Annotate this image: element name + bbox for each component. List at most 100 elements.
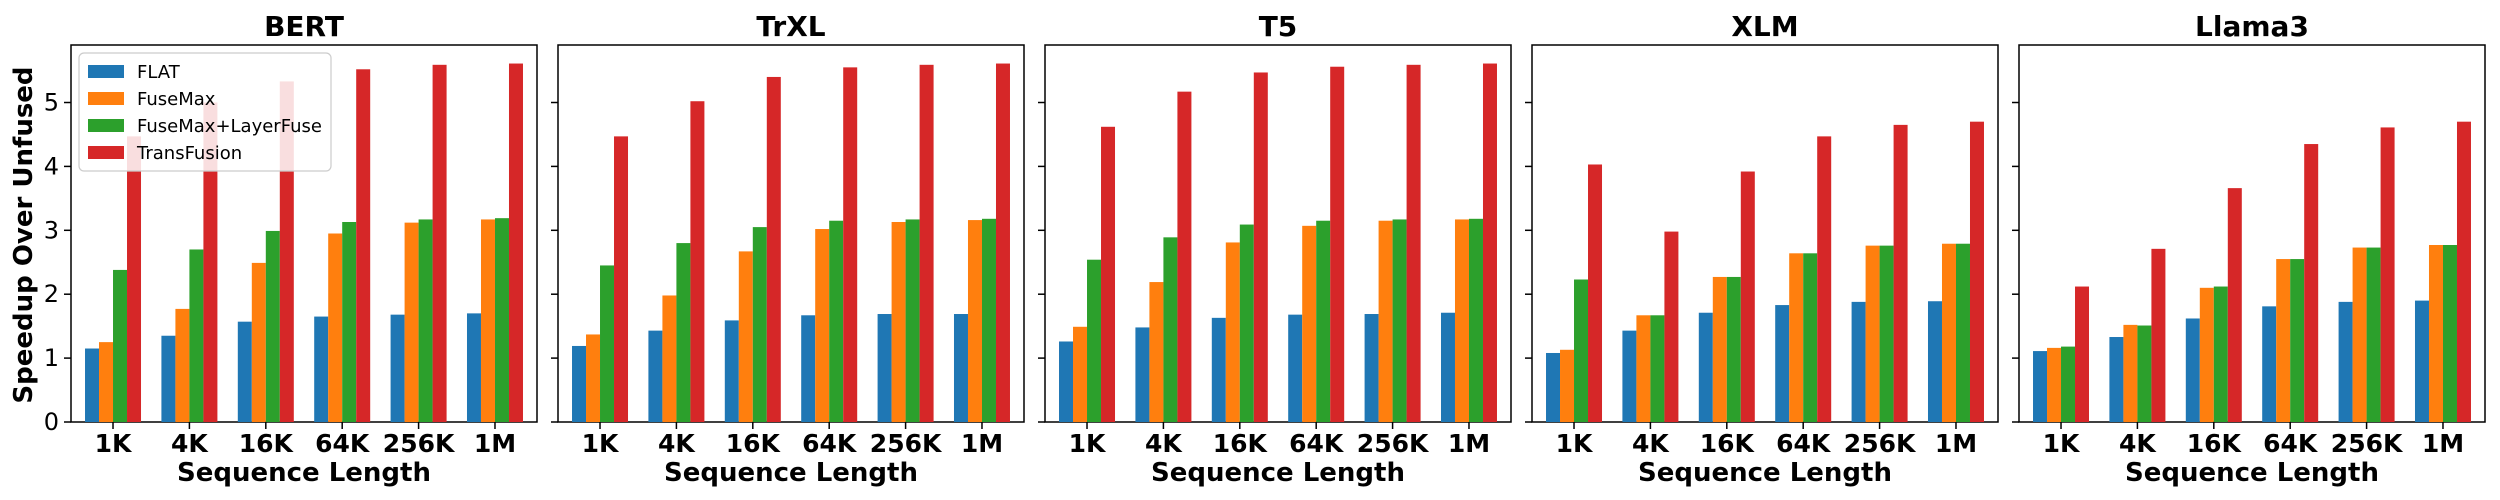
bar-fusemax-layerfuse-16k <box>1239 224 1254 422</box>
bar-fusemax-4k <box>175 308 190 422</box>
bar-flat-64k <box>1288 314 1303 422</box>
bar-fusemax-layerfuse-1k <box>600 265 615 422</box>
bar-transfusion-256k <box>432 64 447 422</box>
panel-title: Llama3 <box>2195 10 2309 43</box>
bar-fusemax-16k <box>1712 276 1727 422</box>
bar-fusemax-layerfuse-16k <box>752 227 767 422</box>
bar-fusemax-1m <box>1941 243 1956 422</box>
bar-transfusion-256k <box>919 64 934 422</box>
bar-fusemax-1k <box>1560 349 1575 422</box>
bar-fusemax-64k <box>1302 225 1317 422</box>
bar-flat-1m <box>2414 300 2429 422</box>
bar-transfusion-256k <box>1406 64 1421 422</box>
x-tick-label: 64K <box>802 429 858 458</box>
bar-flat-4k <box>2109 337 2124 422</box>
y-tick-label: 0 <box>44 408 59 436</box>
x-tick-label: 16K <box>726 429 782 458</box>
x-tick-label: 4K <box>1145 429 1183 458</box>
bar-transfusion-64k <box>1817 136 1832 422</box>
x-tick-label: 64K <box>1776 429 1832 458</box>
bar-flat-1k <box>85 348 100 422</box>
bar-fusemax-layerfuse-256k <box>2366 247 2381 422</box>
x-tick-label: 1M <box>1448 429 1490 458</box>
y-tick-label: 3 <box>44 216 59 244</box>
bar-transfusion-64k <box>1330 66 1345 422</box>
bar-fusemax-256k <box>1378 220 1393 422</box>
bar-flat-64k <box>2262 306 2277 422</box>
bar-flat-4k <box>1622 330 1637 422</box>
bar-fusemax-layerfuse-1m <box>1955 243 1970 422</box>
y-tick-label: 2 <box>44 280 59 308</box>
bar-transfusion-1m <box>995 63 1010 422</box>
bar-fusemax-16k <box>1225 242 1240 422</box>
legend-label: FuseMax <box>137 89 216 110</box>
legend-label: FuseMax+LayerFuse <box>137 116 322 137</box>
bar-flat-64k <box>314 316 329 422</box>
bar-flat-16k <box>1211 317 1226 422</box>
bar-flat-1k <box>1546 352 1561 422</box>
bar-flat-256k <box>390 314 405 422</box>
bar-flat-16k <box>1698 312 1713 422</box>
legend-swatch <box>88 65 124 78</box>
bar-transfusion-64k <box>843 67 858 422</box>
bar-fusemax-1m <box>967 220 982 422</box>
y-tick-label: 1 <box>44 344 59 372</box>
chart-panels: BERT 0 1 2 3 4 5 1K 4K 16K 64K 256K 1M Sequence Lengt… <box>44 10 2486 488</box>
bar-flat-16k <box>2185 318 2200 422</box>
bar-fusemax-4k <box>1636 315 1651 422</box>
x-axis-label: Sequence Length <box>1638 458 1892 488</box>
x-tick-label: 256K <box>2331 429 2404 458</box>
x-tick-label: 16K <box>239 429 295 458</box>
bar-fusemax-4k <box>662 295 677 422</box>
bar-fusemax-layerfuse-1m <box>1468 218 1483 422</box>
bar-fusemax-layerfuse-64k <box>342 221 357 422</box>
bar-transfusion-1m <box>1969 121 1984 422</box>
bar-transfusion-1k <box>1101 126 1116 423</box>
bar-fusemax-layerfuse-16k <box>1726 276 1741 422</box>
x-tick-label: 16K <box>1213 429 1269 458</box>
bar-flat-16k <box>724 320 739 422</box>
panel-title: TrXL <box>756 10 825 43</box>
bar-transfusion-1m <box>2456 121 2471 422</box>
bar-fusemax-1m <box>480 219 495 422</box>
bar-transfusion-1k <box>2075 286 2090 422</box>
panel-xlm: XLM 1K 4K 16K 64K 256K 1M Sequence Length <box>1525 10 1999 488</box>
bar-fusemax-4k <box>2123 324 2138 422</box>
legend-swatch <box>88 119 124 132</box>
bar-fusemax-layerfuse-1k <box>2061 346 2076 422</box>
y-tick-label: 5 <box>44 89 59 117</box>
bar-flat-256k <box>2338 301 2353 422</box>
bar-flat-1m <box>953 314 968 422</box>
bar-transfusion-1k <box>1588 164 1603 422</box>
bar-fusemax-layerfuse-64k <box>1316 220 1331 422</box>
bar-fusemax-layerfuse-64k <box>2290 259 2305 422</box>
bar-flat-64k <box>801 315 816 422</box>
axes-frame <box>1044 44 1512 423</box>
bar-fusemax-1k <box>586 334 601 422</box>
bar-fusemax-layerfuse-4k <box>189 249 204 422</box>
bar-fusemax-64k <box>815 229 830 422</box>
bar-flat-1k <box>572 345 587 422</box>
bar-fusemax-1m <box>2428 245 2443 422</box>
bar-fusemax-layerfuse-4k <box>1163 237 1178 422</box>
x-tick-label: 1K <box>1069 429 1107 458</box>
bar-fusemax-layerfuse-1k <box>1574 279 1589 422</box>
bar-transfusion-4k <box>2151 248 2166 422</box>
bar-fusemax-64k <box>1789 253 1804 422</box>
axes-frame <box>557 44 1025 423</box>
bar-flat-256k <box>877 314 892 422</box>
bar-flat-4k <box>1135 327 1150 422</box>
bar-flat-4k <box>161 335 176 422</box>
legend: FLAT FuseMax FuseMax+LayerFuse TransFusion <box>78 52 332 172</box>
panel-title: XLM <box>1731 10 1798 43</box>
x-tick-label: 256K <box>1357 429 1430 458</box>
x-tick-label: 256K <box>1844 429 1917 458</box>
x-axis-label: Sequence Length <box>2125 458 2379 488</box>
panel-t5: T5 1K 4K 16K 64K 256K 1M Sequence Length <box>1038 10 1512 488</box>
bar-flat-1m <box>1440 312 1455 422</box>
x-tick-label: 64K <box>1289 429 1345 458</box>
x-tick-label: 64K <box>2263 429 2319 458</box>
bar-transfusion-4k <box>690 101 705 423</box>
x-tick-label: 256K <box>383 429 456 458</box>
bar-flat-1k <box>1059 341 1074 422</box>
